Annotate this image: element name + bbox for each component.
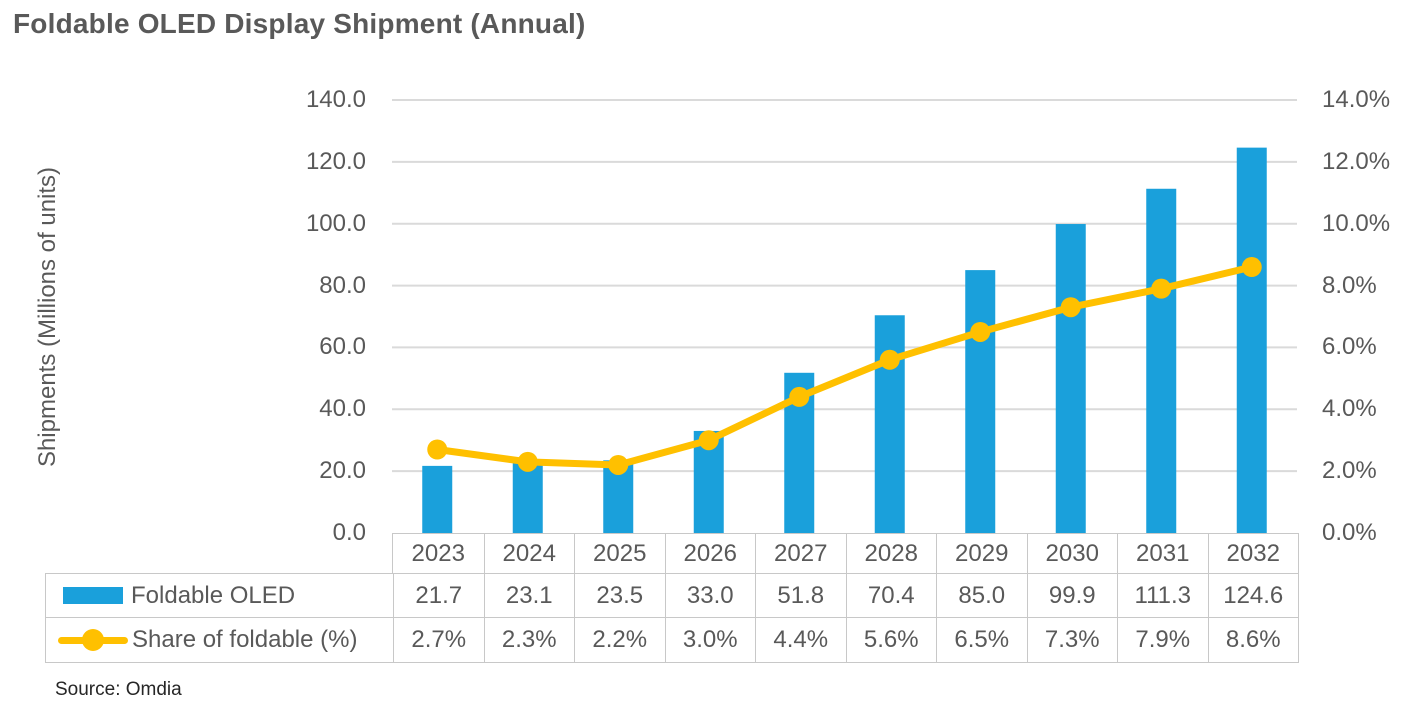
line-marker-2023 bbox=[427, 439, 448, 460]
x-label-2024: 2024 bbox=[483, 534, 575, 573]
left-axis-tick: 80.0 bbox=[319, 271, 366, 299]
cell-foldable-oled-2024: 23.1 bbox=[483, 574, 574, 618]
source-note: Source: Omdia bbox=[55, 679, 182, 700]
line-marker-2025 bbox=[608, 454, 629, 475]
cell-foldable-oled-2029: 85.0 bbox=[936, 574, 1027, 618]
bar-2032 bbox=[1236, 147, 1267, 533]
cell-share-of-foldable--2023: 2.7% bbox=[393, 618, 484, 662]
bar-2028 bbox=[874, 315, 905, 533]
line-marker-2031 bbox=[1151, 278, 1172, 299]
bar-2030 bbox=[1055, 224, 1086, 534]
plot-area bbox=[392, 99, 1297, 534]
data-table: Foldable OLED 21.7 23.1 23.5 33.0 51.8 70.4 85.… bbox=[45, 573, 1299, 663]
left-axis-title-wrap: Shipments (Millions of units) bbox=[16, 100, 80, 533]
left-axis-tick: 100.0 bbox=[305, 209, 366, 237]
cell-share-of-foldable--2031: 7.9% bbox=[1117, 618, 1208, 662]
left-axis-tick: 120.0 bbox=[305, 147, 366, 175]
left-axis-tick: 20.0 bbox=[319, 457, 366, 485]
left-axis-title: Shipments (Millions of units) bbox=[34, 166, 62, 467]
left-axis-tick: 60.0 bbox=[319, 333, 366, 361]
line-marker-2026 bbox=[698, 430, 719, 451]
chart-title: Foldable OLED Display Shipment (Annual) bbox=[13, 8, 586, 39]
cell-share-of-foldable--2025: 2.2% bbox=[574, 618, 665, 662]
cell-foldable-oled-2028: 70.4 bbox=[845, 574, 936, 618]
right-axis-tick: 12.0% bbox=[1322, 147, 1391, 175]
x-label-2029: 2029 bbox=[936, 534, 1027, 573]
left-axis-tick: 140.0 bbox=[305, 86, 366, 113]
cell-foldable-oled-2026: 33.0 bbox=[664, 574, 755, 618]
cell-foldable-oled-2031: 111.3 bbox=[1117, 574, 1208, 618]
right-axis-tick: 10.0% bbox=[1322, 209, 1391, 237]
right-axis-tick: 14.0% bbox=[1322, 86, 1391, 113]
bar-swatch-icon bbox=[63, 587, 123, 604]
x-label-2030: 2030 bbox=[1026, 534, 1118, 573]
bar-2024 bbox=[512, 461, 543, 533]
cell-share-of-foldable--2028: 5.6% bbox=[845, 618, 937, 662]
x-axis-category-row: 2023 2024 2025 2026 2027 2028 2029 2030 2031 2032 bbox=[392, 533, 1299, 574]
line-marker-2032 bbox=[1241, 257, 1262, 278]
bar-2031 bbox=[1146, 188, 1177, 533]
line-marker-icon bbox=[58, 629, 128, 651]
cell-foldable-oled-2032: 124.6 bbox=[1207, 574, 1298, 618]
right-axis-tick: 8.0% bbox=[1322, 271, 1377, 299]
legend-foldable-oled: Foldable OLED bbox=[46, 574, 393, 618]
cell-share-of-foldable--2029: 6.5% bbox=[936, 618, 1027, 662]
left-axis-tick: 40.0 bbox=[319, 395, 366, 423]
cell-foldable-oled-2027: 51.8 bbox=[755, 574, 846, 618]
x-label-2026: 2026 bbox=[664, 534, 756, 573]
cell-share-of-foldable--2027: 4.4% bbox=[755, 618, 846, 662]
right-axis-tick: 0.0% bbox=[1322, 519, 1377, 546]
line-marker-2028 bbox=[879, 349, 900, 370]
cell-share-of-foldable--2024: 2.3% bbox=[483, 618, 575, 662]
cell-share-of-foldable--2026: 3.0% bbox=[664, 618, 756, 662]
x-label-2032: 2032 bbox=[1207, 534, 1299, 573]
legend-label: Foldable OLED bbox=[131, 581, 296, 609]
left-axis-tick: 0.0 bbox=[332, 519, 366, 546]
cell-foldable-oled-2025: 23.5 bbox=[574, 574, 665, 618]
share-line bbox=[433, 263, 1256, 469]
x-label-2025: 2025 bbox=[574, 534, 665, 573]
right-axis-tick: 4.0% bbox=[1322, 395, 1377, 423]
cell-share-of-foldable--2032: 8.6% bbox=[1207, 618, 1299, 662]
cell-foldable-oled-2023: 21.7 bbox=[393, 574, 484, 618]
right-axis-tick: 2.0% bbox=[1322, 457, 1377, 485]
line-swatch-dot bbox=[82, 629, 104, 651]
right-axis-tick: 6.0% bbox=[1322, 333, 1377, 361]
chart-plot-svg bbox=[392, 99, 1297, 534]
legend-share-of-foldable: Share of foldable (%) bbox=[46, 618, 393, 662]
x-label-2028: 2028 bbox=[845, 534, 937, 573]
x-label-2031: 2031 bbox=[1117, 534, 1208, 573]
bar-2023 bbox=[422, 465, 453, 533]
x-label-2023: 2023 bbox=[411, 539, 465, 567]
line-marker-2027 bbox=[789, 386, 810, 407]
bar-2029 bbox=[965, 270, 996, 533]
line-marker-2029 bbox=[970, 321, 991, 342]
cell-share-of-foldable--2030: 7.3% bbox=[1026, 618, 1118, 662]
x-label-2027: 2027 bbox=[755, 534, 846, 573]
legend-label: Share of foldable (%) bbox=[132, 626, 358, 653]
line-marker-2024 bbox=[517, 451, 538, 472]
cell-foldable-oled-2030: 99.9 bbox=[1026, 574, 1117, 618]
line-marker-2030 bbox=[1060, 297, 1081, 318]
